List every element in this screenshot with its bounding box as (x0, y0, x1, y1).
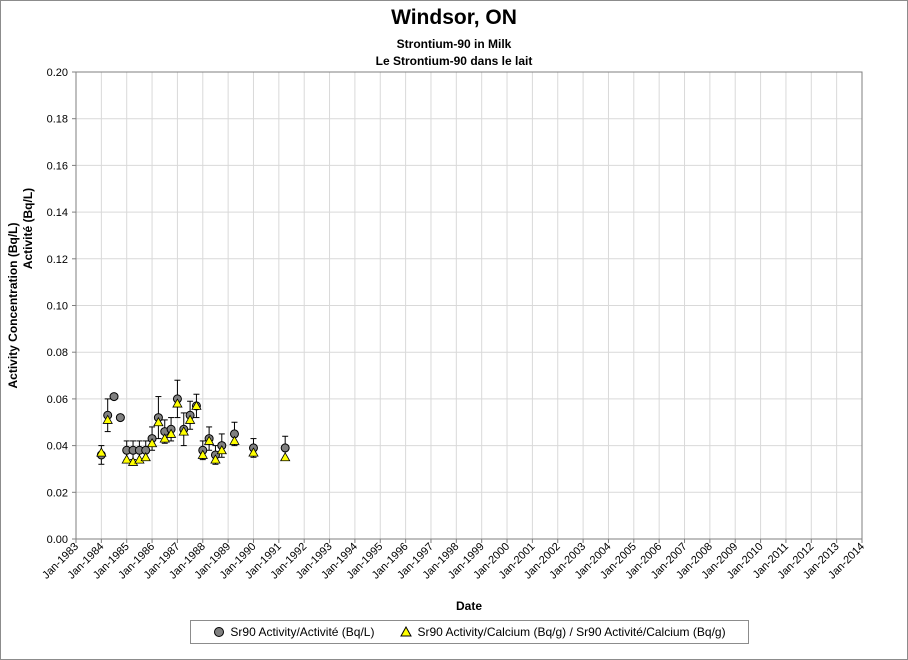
series-activity-calcium (96, 398, 291, 466)
activity-calcium-point (203, 435, 215, 445)
legend-label-activity: Sr90 Activity/Activité (Bq/L) (230, 625, 375, 639)
y-axis-title-fr: Activité (Bq/L) (21, 188, 35, 269)
x-axis-title: Date (456, 599, 482, 613)
series-activity (96, 392, 290, 460)
legend-item-activity-calcium: Sr90 Activity/Calcium (Bq/g) / Sr90 Acti… (400, 625, 726, 639)
activity-calcium-point (210, 454, 221, 464)
chart-subtitle-en: Strontium-90 in Milk (396, 37, 512, 51)
legend-triangle-marker (400, 626, 413, 637)
activity-calcium-point (146, 437, 158, 448)
activity-calcium-point (121, 454, 132, 464)
y-tick-label: 0.02 (47, 487, 68, 499)
y-tick-label: 0.18 (47, 114, 68, 126)
activity-calcium-point (229, 435, 240, 445)
activity-point (280, 443, 290, 453)
chart-subtitle-fr: Le Strontium-90 dans le lait (375, 54, 533, 68)
legend-item-activity: Sr90 Activity/Activité (Bq/L) (213, 625, 374, 639)
y-tick-label: 0.10 (47, 301, 68, 313)
y-tick-label: 0.14 (47, 207, 68, 219)
activity-calcium-point (197, 449, 208, 459)
y-tick-label: 0.04 (47, 441, 68, 453)
legend-circle-marker (214, 627, 225, 637)
activity-calcium-point (140, 451, 151, 462)
activity-calcium-point (191, 400, 202, 410)
activity-calcium-point (248, 447, 259, 457)
y-tick-label: 0.20 (47, 67, 68, 79)
activity-calcium-point (153, 416, 164, 427)
activity-calcium-point (184, 414, 196, 424)
grid-lines (75, 71, 863, 540)
chart-title: Windsor, ON (391, 6, 517, 29)
activity-calcium-point (96, 447, 107, 457)
y-tick-label: 0.16 (47, 160, 68, 172)
activity-calcium-point (279, 451, 291, 462)
activity-calcium-point (102, 414, 113, 424)
x-axis: Jan-1983Jan-1984Jan-1985Jan-1986Jan-1987… (40, 539, 867, 582)
activity-calcium-point (216, 444, 227, 455)
y-tick-label: 0.08 (47, 347, 68, 359)
y-tick-label: 0.00 (47, 534, 68, 546)
activity-point (115, 413, 125, 423)
legend: Sr90 Activity/Activité (Bq/L) Sr90 Activ… (190, 620, 749, 644)
activity-calcium-point (159, 433, 170, 443)
activity-calcium-point (178, 426, 189, 436)
legend-label-activity-calcium: Sr90 Activity/Calcium (Bq/g) / Sr90 Acti… (417, 625, 726, 639)
activity-calcium-point (172, 398, 183, 408)
y-tick-label: 0.12 (47, 254, 68, 266)
y-axis-title-en: Activity Concentration (Bq/L) (6, 222, 20, 388)
y-tick-label: 0.06 (47, 394, 68, 406)
activity-point (109, 392, 119, 402)
y-axis: 0.00 0.02 0.04 0.06 0.08 0.10 0.12 0.14 0.16 0.18… (47, 67, 76, 546)
activity-calcium-point (165, 428, 177, 438)
